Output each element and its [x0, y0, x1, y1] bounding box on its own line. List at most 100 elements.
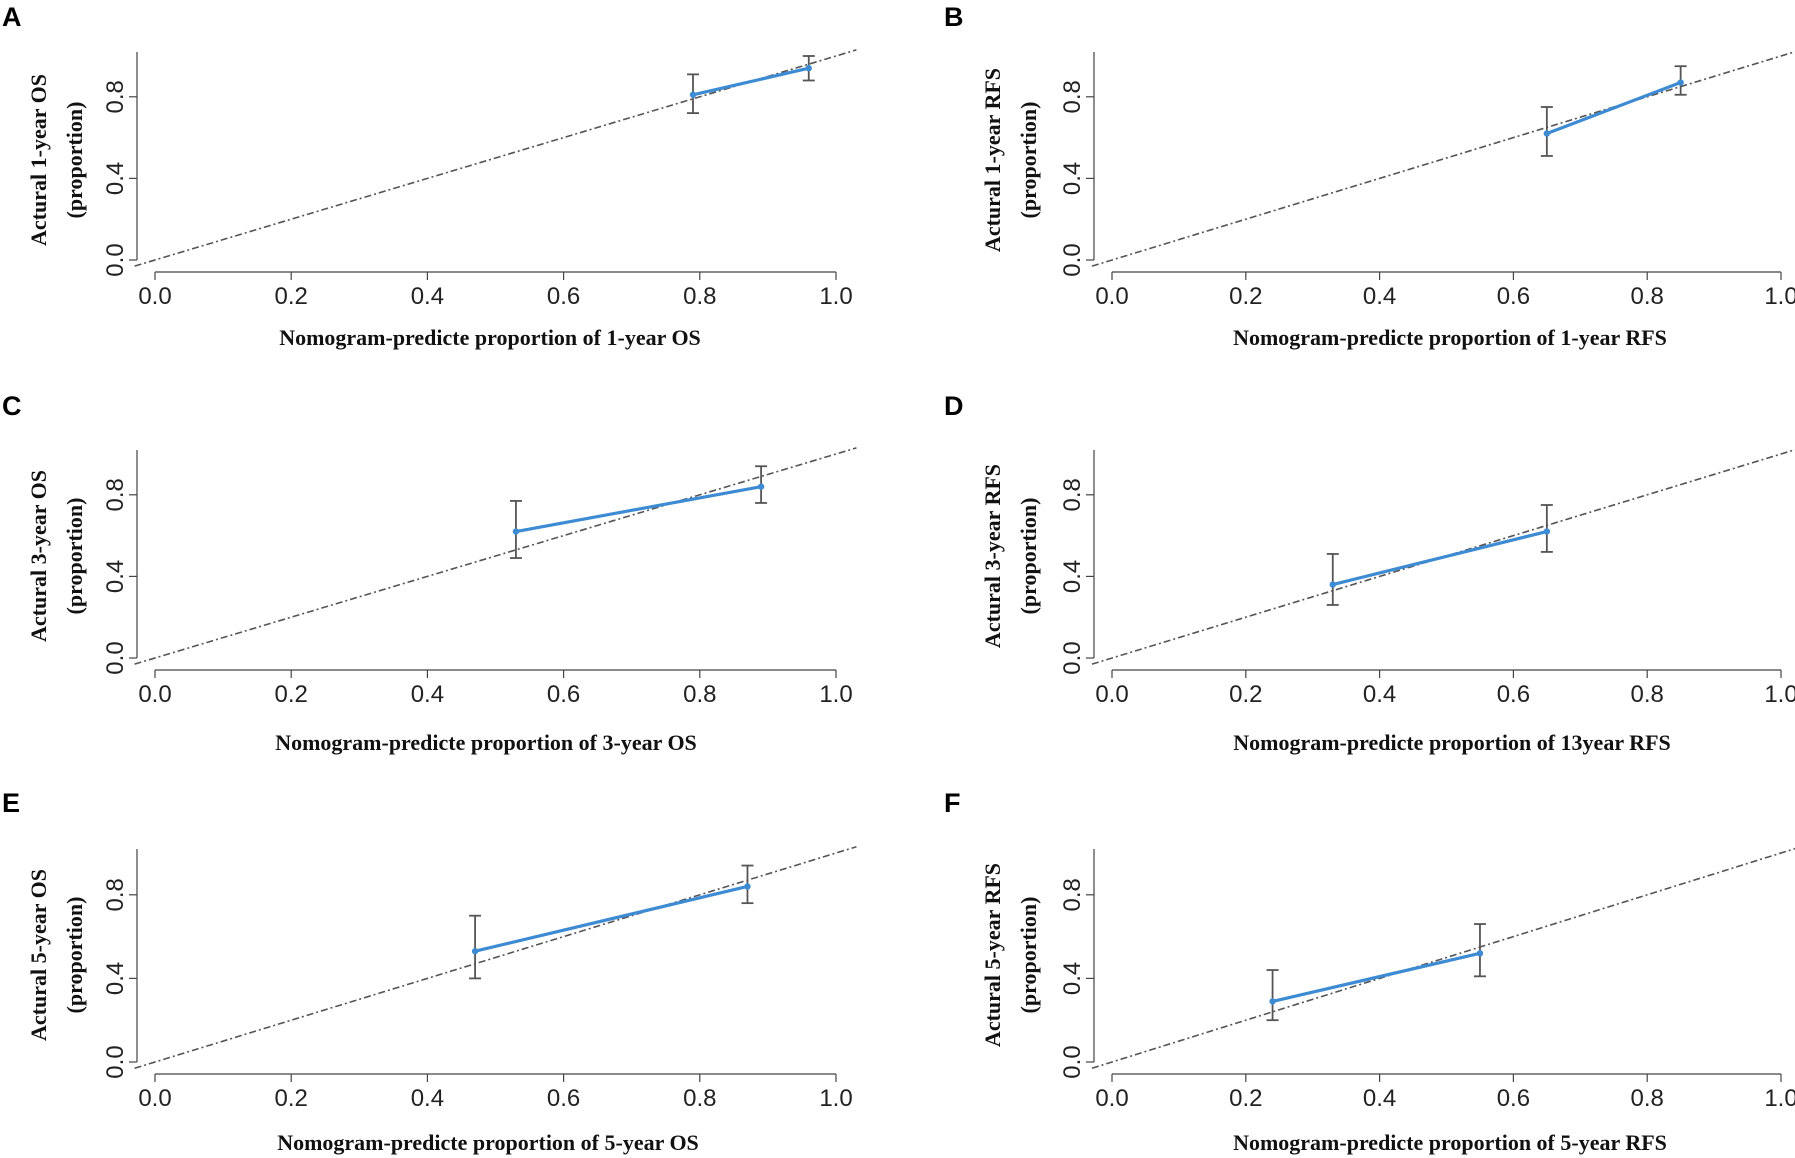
x-tick-label: 0.8 [683, 1085, 716, 1112]
calibration-point [744, 883, 751, 890]
x-tick-label: 0.4 [411, 681, 444, 708]
x-tick-label: 0.6 [1497, 283, 1530, 310]
reference-diagonal-line [1091, 50, 1795, 267]
y-axis-title: Actural 3-year OS [26, 470, 51, 642]
x-tick-label: 0.0 [1095, 1085, 1128, 1112]
y-axis-subtitle: (proportion) [62, 102, 87, 219]
calibration-line [1270, 951, 1482, 1003]
reference-diagonal-line [1091, 847, 1795, 1070]
y-axis-subtitle: (proportion) [62, 897, 87, 1014]
panel-letter: E [2, 788, 20, 818]
x-tick-label: 0.4 [1363, 681, 1396, 708]
y-tick-label: 0.4 [1059, 560, 1086, 593]
x-tick-label: 1.0 [819, 681, 852, 708]
x-tick-label: 0.2 [275, 1085, 308, 1112]
x-tick-label: 1.0 [1764, 283, 1795, 310]
y-tick-label: 0.8 [1059, 478, 1086, 511]
x-tick-label: 0.6 [1497, 1085, 1530, 1112]
reference-diagonal-line [134, 447, 857, 665]
panel-letter: D [944, 391, 964, 421]
panel-letter: A [2, 2, 22, 32]
x-axis-title: Nomogram-predicte proportion of 1-year R… [1233, 325, 1667, 350]
panel-letter: B [944, 2, 964, 32]
reference-diagonal-line [134, 49, 857, 267]
x-tick-label: 0.6 [547, 283, 580, 310]
x-tick-label: 0.6 [1497, 681, 1530, 708]
x-tick-label: 0.8 [683, 283, 716, 310]
x-tick-label: 1.0 [1764, 1085, 1795, 1112]
y-tick-label: 0.8 [102, 478, 129, 511]
x-tick-label: 0.0 [1095, 681, 1128, 708]
x-axis-title: Nomogram-predicte proportion of 13year R… [1233, 730, 1671, 755]
panel-a: A 0.0 0.2 0.4 0.6 0.8 1.0 0.0 0.4 0.8 Actural 1-ye… [2, 2, 857, 350]
x-axis-title: Nomogram-predicte proportion of 1-year O… [279, 325, 701, 350]
x-tick-label: 0.8 [1631, 1085, 1664, 1112]
y-axis-title: Actural 1-year OS [26, 74, 51, 246]
y-axis-title: Actural 1-year RFS [980, 68, 1005, 252]
y-axis-title: Actural 3-year RFS [980, 464, 1005, 648]
y-tick-label: 0.0 [102, 1045, 129, 1078]
panel-e: E 0.0 0.2 0.4 0.6 0.8 1.0 0.0 0.4 0.8 Actural 5-ye… [2, 788, 857, 1155]
calibration-point [471, 948, 479, 955]
calibration-point [805, 65, 812, 72]
y-tick-label: 0.4 [1059, 962, 1086, 995]
x-tick-label: 1.0 [819, 1085, 852, 1112]
x-tick-label: 0.8 [1631, 681, 1664, 708]
calibration-line [514, 485, 763, 534]
error-bar [1266, 969, 1279, 1022]
calibration-point [1476, 950, 1484, 957]
y-axis-title: Actural 5-year OS [26, 869, 51, 1041]
x-tick-label: 0.8 [1631, 283, 1664, 310]
x-tick-label: 0.6 [547, 1085, 580, 1112]
error-bar [469, 914, 482, 980]
x-tick-label: 0.4 [1363, 283, 1396, 310]
panel-f: F 0.0 0.2 0.4 0.6 0.8 1.0 0.0 0.4 0.8 Actural 5-ye… [944, 788, 1795, 1155]
x-tick-label: 0.4 [411, 1085, 444, 1112]
y-tick-label: 0.0 [1059, 1045, 1086, 1078]
y-tick-label: 0.8 [102, 80, 129, 113]
x-axis-title: Nomogram-predicte proportion of 5-year R… [1233, 1130, 1667, 1155]
calibration-point [757, 483, 765, 490]
calibration-line [1331, 529, 1549, 587]
y-tick-label: 0.8 [102, 878, 129, 911]
y-axis-subtitle: (proportion) [1016, 102, 1041, 219]
reference-diagonal-line [134, 845, 857, 1070]
y-tick-label: 0.8 [1059, 80, 1086, 113]
x-tick-label: 1.0 [819, 283, 852, 310]
y-tick-label: 0.4 [102, 560, 129, 593]
calibration-point [689, 91, 697, 98]
y-axis-subtitle: (proportion) [62, 498, 87, 615]
x-tick-label: 1.0 [1764, 681, 1795, 708]
y-tick-label: 0.4 [102, 962, 129, 995]
y-axis-subtitle: (proportion) [1016, 498, 1041, 615]
y-axis-subtitle: (proportion) [1016, 897, 1041, 1014]
x-tick-label: 0.6 [547, 681, 580, 708]
error-bar [1326, 553, 1339, 606]
x-tick-label: 0.2 [1229, 1085, 1262, 1112]
x-tick-label: 0.0 [138, 681, 171, 708]
x-tick-label: 0.0 [1095, 283, 1128, 310]
panel-letter: C [2, 391, 22, 421]
panel-letter: F [944, 788, 961, 818]
calibration-line [473, 884, 750, 953]
panel-c: C 0.0 0.2 0.4 0.6 0.8 1.0 0.0 0.4 0.8 Actural 3-ye… [2, 391, 857, 755]
x-tick-label: 0.0 [138, 283, 171, 310]
panel-d: D 0.0 0.2 0.4 0.6 0.8 1.0 0.0 0.4 0.8 Actural 3-ye… [944, 391, 1795, 755]
y-tick-label: 0.0 [1059, 243, 1086, 276]
calibration-point [1543, 528, 1551, 535]
x-tick-label: 0.2 [1229, 681, 1262, 708]
y-tick-label: 0.0 [102, 641, 129, 674]
x-tick-label: 0.4 [1363, 1085, 1396, 1112]
y-tick-label: 0.4 [102, 162, 129, 195]
calibration-line [691, 66, 811, 97]
x-tick-label: 0.4 [411, 283, 444, 310]
y-tick-label: 0.4 [1059, 162, 1086, 195]
y-axis-title: Actural 5-year RFS [980, 863, 1005, 1047]
calibration-point [1329, 581, 1336, 588]
x-axis-title: Nomogram-predicte proportion of 5-year O… [277, 1130, 699, 1155]
x-tick-label: 0.0 [138, 1085, 171, 1112]
calibration-point [1677, 79, 1684, 86]
y-tick-label: 0.8 [1059, 878, 1086, 911]
x-tick-label: 0.8 [683, 681, 716, 708]
